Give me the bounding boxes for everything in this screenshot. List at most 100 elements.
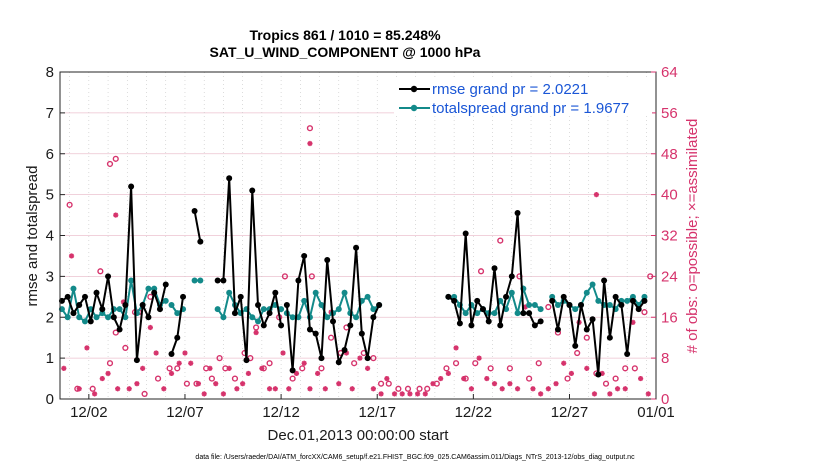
totalspread-point <box>583 289 590 296</box>
obs-assimilated-point <box>68 253 75 259</box>
legend-spread-marker <box>410 104 418 112</box>
obs-possible-point <box>452 360 460 367</box>
rmse-point <box>226 175 233 182</box>
obs-assimilated-point <box>514 386 521 392</box>
totalspread-point <box>462 310 469 317</box>
obs-assimilated-point <box>638 375 644 382</box>
right-tick-label: 16 <box>661 309 678 326</box>
obs-assimilated-point <box>599 370 605 377</box>
obs-assimilated-point <box>176 360 182 366</box>
obs-assimilated-point <box>522 304 528 310</box>
obs-possible-point <box>545 303 552 311</box>
obs-assimilated-point <box>272 386 278 392</box>
totalspread-point <box>93 314 100 321</box>
rmse-point <box>508 273 515 280</box>
obs-assimilated-point <box>614 386 621 392</box>
totalspread-point <box>537 306 544 313</box>
obs-possible-point <box>641 309 648 316</box>
legend-spread-label: totalspread grand pr = 1.9677 <box>432 100 629 117</box>
obs-possible-point <box>612 375 619 382</box>
totalspread-point <box>105 314 112 321</box>
rmse-point <box>572 342 579 349</box>
rmse-point <box>93 289 100 296</box>
rmse-point <box>537 318 544 325</box>
obs-assimilated-point <box>468 386 475 392</box>
rmse-point <box>554 326 561 333</box>
obs-assimilated-point <box>407 391 413 397</box>
totalspread-point <box>370 306 377 313</box>
totalspread-point <box>128 277 135 284</box>
obs-assimilated-point <box>84 345 90 351</box>
right-tick-label: 32 <box>661 228 678 245</box>
obs-possible-point <box>308 273 315 280</box>
obs-assimilated-point <box>315 370 321 377</box>
obs-possible-point <box>487 365 494 372</box>
totalspread-point <box>168 301 175 308</box>
obs-assimilated-point <box>153 350 159 356</box>
obs-possible-point <box>112 329 119 336</box>
obs-possible-point <box>154 375 162 382</box>
obs-possible-point <box>253 324 260 331</box>
obs-assimilated-point <box>399 391 405 397</box>
obs-possible-point <box>370 355 377 362</box>
rmse-point <box>624 351 631 358</box>
totalspread-point <box>589 281 596 288</box>
obs-assimilated-point <box>622 386 628 392</box>
totalspread-point <box>81 318 88 325</box>
totalspread-point <box>508 289 515 296</box>
obs-assimilated-point <box>545 386 551 392</box>
obs-assimilated-point <box>293 370 300 377</box>
rmse-point <box>353 244 360 251</box>
right-tick-label: 0 <box>661 391 669 408</box>
x-tick-label: 12/07 <box>166 404 204 421</box>
rmse-line <box>193 210 202 242</box>
obs-possible-point <box>443 365 450 372</box>
totalspread-point <box>341 289 348 296</box>
rmse-point <box>566 301 573 308</box>
rmse-point <box>122 301 129 308</box>
obs-assimilated-point <box>245 370 252 377</box>
totalspread-point <box>364 293 371 300</box>
obs-assimilated-point <box>182 350 188 356</box>
rmse-point <box>376 301 383 308</box>
totalspread-point <box>491 310 498 317</box>
x-tick-label: 12/12 <box>262 404 300 421</box>
rmse-point <box>549 297 556 304</box>
obs-assimilated-point <box>370 386 376 392</box>
obs-possible-point <box>231 375 239 382</box>
x-axis: 12/02 12/07 12/12 12/17 12/22 12/27 01/01 <box>70 394 675 421</box>
obs-assimilated-point <box>476 355 482 361</box>
right-tick-label: 40 <box>661 187 678 204</box>
rmse-point <box>191 207 198 214</box>
rmse-point <box>145 314 152 321</box>
obs-possible-point <box>306 125 314 132</box>
totalspread-point <box>554 301 561 308</box>
rmse-point <box>116 326 123 333</box>
obs-assimilated-point <box>240 381 246 387</box>
rmse-point <box>76 301 83 308</box>
obs-possible-point <box>385 380 392 387</box>
obs-assimilated-point <box>593 192 599 198</box>
obs-assimilated-point <box>438 375 444 382</box>
rmse-point <box>503 293 510 300</box>
obs-assimilated-point <box>307 140 313 147</box>
rmse-point <box>64 293 71 300</box>
obs-possible-point <box>497 237 504 244</box>
totalspread-point <box>624 297 631 304</box>
rmse-point <box>214 277 221 284</box>
obs-possible-point <box>166 365 173 372</box>
obs-assimilated-point <box>286 386 292 392</box>
right-tick-label: 56 <box>661 105 678 122</box>
rmse-point <box>491 265 498 272</box>
obs-assimilated-point <box>365 365 371 371</box>
left-tick-label: 8 <box>46 64 54 81</box>
right-tick-label: 8 <box>661 350 669 367</box>
obs-assimilated-point <box>188 360 194 366</box>
rmse-point <box>70 310 77 317</box>
obs-assimilated-point <box>499 386 505 392</box>
obs-possible-point <box>299 365 306 372</box>
obs-assimilated-point <box>253 329 259 336</box>
obs-possible-point <box>112 155 119 162</box>
rmse-point <box>601 277 608 284</box>
